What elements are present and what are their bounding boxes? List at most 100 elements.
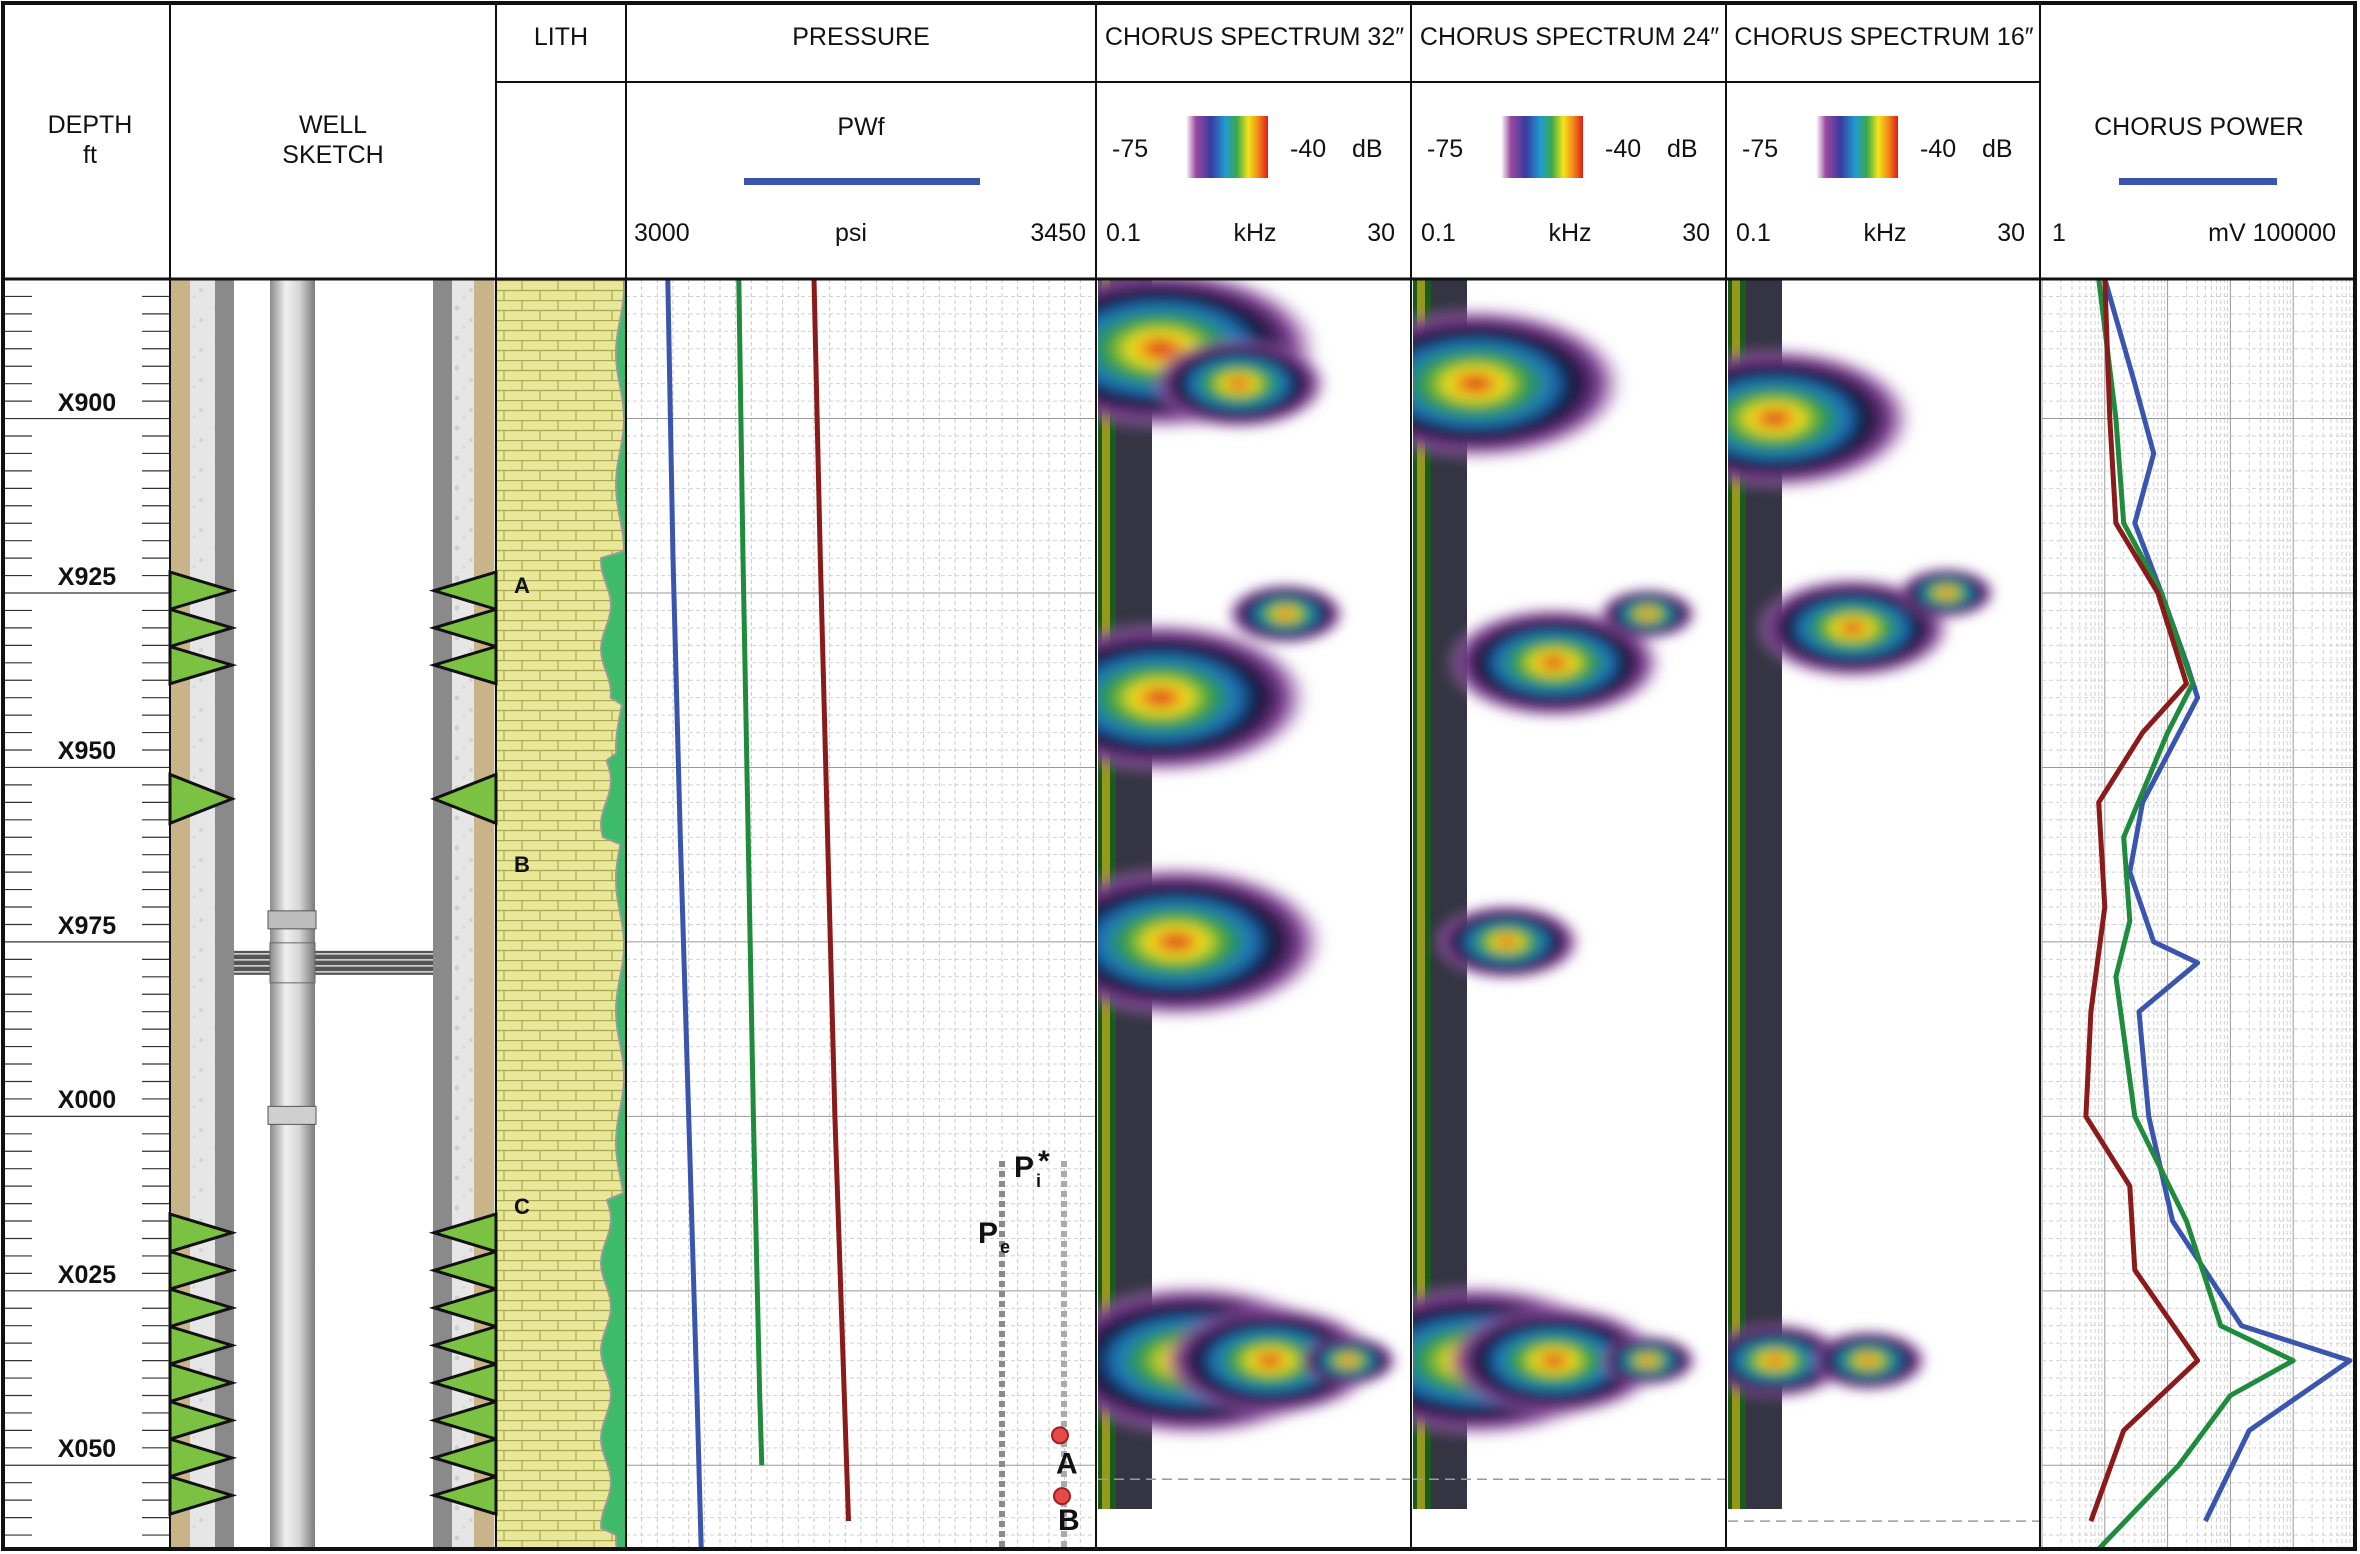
point-b-marker <box>1053 1487 1071 1506</box>
spectrum-blob <box>1728 345 1915 492</box>
spectrum-16-f-max: 30 <box>1997 219 2025 247</box>
packer <box>234 950 433 975</box>
spectrum-low-band-hi <box>1732 279 1740 1509</box>
power-legend-line <box>2119 178 2277 185</box>
spectrum-blob <box>1225 582 1346 646</box>
depth-track <box>4 278 170 1536</box>
power-min: 1 <box>2052 219 2066 247</box>
spectrum-24-colorbar <box>1501 116 1583 178</box>
pwf-legend-line <box>744 178 980 185</box>
spectrum-blob <box>1431 902 1583 981</box>
depth-label: X050 <box>57 1435 117 1464</box>
pe-subscript: e <box>1000 1237 1010 1257</box>
spectrum-32-db-min: -75 <box>1112 135 1149 163</box>
spectrum-low-band-hi <box>1417 279 1425 1509</box>
power-curve-darkred <box>2083 279 2201 1522</box>
spectrum-blob <box>1443 1303 1665 1418</box>
spectrum-blobs <box>1413 305 1698 1439</box>
spectrum-0-image <box>1098 279 1399 1509</box>
depth-label: X025 <box>57 1260 117 1289</box>
spectrum-24-f-unit: kHz <box>1548 219 1592 247</box>
well-title-1: WELL <box>298 111 368 139</box>
spectrum-blobs <box>1098 279 1399 1439</box>
spectrum-blob <box>1597 1334 1698 1387</box>
spectrum-blob <box>1413 305 1626 462</box>
power-curve-green <box>2096 279 2296 1549</box>
depth-label: X925 <box>57 563 117 591</box>
spectrum-32-f-max: 30 <box>1367 219 1395 247</box>
lithology-track <box>496 278 627 1550</box>
spectrum-24-db-unit: dB <box>1667 135 1698 163</box>
pressure-curve-blue <box>665 279 704 1549</box>
depth-label: X000 <box>57 1086 117 1115</box>
permeable-zone <box>599 278 627 1550</box>
pressure-track <box>665 279 851 1549</box>
point-b-label: B <box>1058 1504 1080 1537</box>
pressure-max: 3450 <box>1030 219 1086 247</box>
spectrum-blob <box>1896 567 1997 620</box>
zone-label-b: B <box>514 852 530 878</box>
power-max: mV 100000 <box>2208 219 2336 247</box>
point-a-marker <box>1051 1426 1069 1445</box>
nipple <box>267 1105 317 1125</box>
depth-label: X950 <box>57 737 117 766</box>
spectrum-2-image <box>1728 279 1997 1509</box>
spectra-tracks <box>1098 279 2040 1522</box>
spectrum-32-db-max: -40 <box>1290 135 1327 163</box>
pi-label: P <box>1014 1151 1034 1184</box>
spectrum-blob <box>1808 1329 1929 1392</box>
depth-title: DEPTH <box>47 111 133 139</box>
spectrum-24-f-max: 30 <box>1682 219 1710 247</box>
pressure-unit: psi <box>835 219 867 247</box>
spectrum-16-f-unit: kHz <box>1863 219 1907 247</box>
packer-mandrel <box>269 942 316 984</box>
spectrum-1-image <box>1413 279 1698 1509</box>
spectrum-32-f-unit: kHz <box>1233 219 1277 247</box>
spectrum-24-db-max: -40 <box>1605 135 1642 163</box>
pressure-min: 3000 <box>634 219 690 247</box>
pressure-curve-darkred <box>811 279 851 1522</box>
depth-label: X900 <box>57 388 117 417</box>
spectrum-blob <box>1443 605 1665 720</box>
spectrum-16-db-min: -75 <box>1742 135 1779 163</box>
spectrum-24-db-min: -75 <box>1427 135 1464 163</box>
spectrum-16-title: CHORUS SPECTRUM 16″ <box>1734 23 2034 51</box>
spectrum-24-title: CHORUS SPECTRUM 24″ <box>1419 23 1720 51</box>
power-title: CHORUS POWER <box>2094 113 2304 141</box>
grid-layer <box>626 278 2356 1549</box>
spectrum-16-colorbar <box>1816 116 1898 178</box>
well-sketch <box>168 279 498 1549</box>
spectrum-32-colorbar <box>1186 116 1268 178</box>
pe-label: P <box>978 1217 998 1250</box>
spectrum-blob <box>1159 1303 1381 1418</box>
pi-subscript: i <box>1036 1171 1041 1191</box>
spectrum-blob <box>1098 619 1311 776</box>
spectrum-32-title: CHORUS SPECTRUM 32″ <box>1104 23 1405 51</box>
pi-star: * <box>1038 1145 1050 1178</box>
spectrum-16-db-unit: dB <box>1982 135 2013 163</box>
zone-label-a: A <box>514 573 530 598</box>
spectrum-blob <box>1098 863 1327 1020</box>
spectrum-32-f-min: 0.1 <box>1106 219 1141 247</box>
well-title-2: SKETCH <box>282 141 384 169</box>
zone-label-c: C <box>514 1194 530 1220</box>
spectrum-16-db-max: -40 <box>1920 135 1957 163</box>
lith-title: LITH <box>533 23 589 51</box>
depth-label: X975 <box>57 911 117 940</box>
depth-unit: ft <box>83 141 97 169</box>
chorus-power-track <box>2083 279 2353 1549</box>
power-curve-blue <box>2102 279 2353 1523</box>
spectrum-32-db-unit: dB <box>1352 135 1383 163</box>
spectrum-blobs <box>1728 345 1997 1400</box>
tubing-collar <box>267 910 317 930</box>
pressure-curve-green <box>736 279 765 1466</box>
spectrum-blob <box>1148 336 1329 431</box>
spectrum-blob <box>1597 587 1698 640</box>
pwf-label: PWf <box>837 113 885 141</box>
casing-left <box>215 279 234 1549</box>
casing-right <box>433 279 452 1549</box>
